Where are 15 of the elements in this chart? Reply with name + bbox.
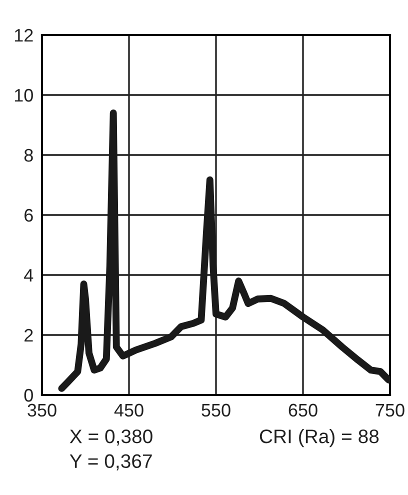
x-tick-label: 650	[288, 404, 318, 417]
y-tick-label: 12	[14, 28, 33, 42]
y-tick-label: 2	[24, 328, 33, 342]
x-tick-label: 450	[114, 404, 144, 417]
x-tick-label: 350	[28, 404, 56, 417]
x-tick-label: 550	[202, 404, 230, 417]
text: CRI (Ra) = 88	[260, 429, 379, 448]
x-tick-label: 750	[376, 404, 404, 417]
y-tick-label: 6	[24, 208, 33, 222]
text: X = 0,380	[70, 430, 152, 446]
y-tick-label: 0	[24, 388, 33, 402]
y-tick-label: 8	[24, 148, 33, 162]
y-tick-label: 4	[24, 269, 34, 282]
text: Y = 0,367	[70, 454, 152, 470]
y-tick-label: 10	[14, 88, 33, 102]
